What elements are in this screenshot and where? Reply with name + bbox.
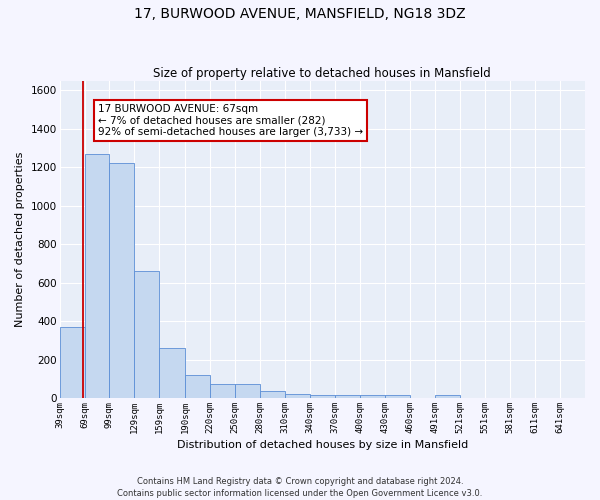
Text: Contains HM Land Registry data © Crown copyright and database right 2024.
Contai: Contains HM Land Registry data © Crown c… [118, 476, 482, 498]
Title: Size of property relative to detached houses in Mansfield: Size of property relative to detached ho… [154, 66, 491, 80]
Bar [185, 375, 210, 398]
Bar [210, 384, 235, 398]
Text: 17 BURWOOD AVENUE: 67sqm
← 7% of detached houses are smaller (282)
92% of semi-d: 17 BURWOOD AVENUE: 67sqm ← 7% of detache… [98, 104, 363, 137]
Bar [109, 164, 134, 398]
Bar [59, 327, 85, 398]
Bar [385, 395, 410, 398]
X-axis label: Distribution of detached houses by size in Mansfield: Distribution of detached houses by size … [176, 440, 468, 450]
Bar [335, 395, 360, 398]
Bar [235, 384, 260, 398]
Bar [134, 271, 160, 398]
Bar [285, 394, 310, 398]
Bar [360, 395, 385, 398]
Text: 17, BURWOOD AVENUE, MANSFIELD, NG18 3DZ: 17, BURWOOD AVENUE, MANSFIELD, NG18 3DZ [134, 8, 466, 22]
Bar [436, 395, 460, 398]
Y-axis label: Number of detached properties: Number of detached properties [15, 152, 25, 327]
Bar [85, 154, 109, 398]
Bar [310, 395, 335, 398]
Bar [160, 348, 185, 398]
Bar [260, 392, 285, 398]
